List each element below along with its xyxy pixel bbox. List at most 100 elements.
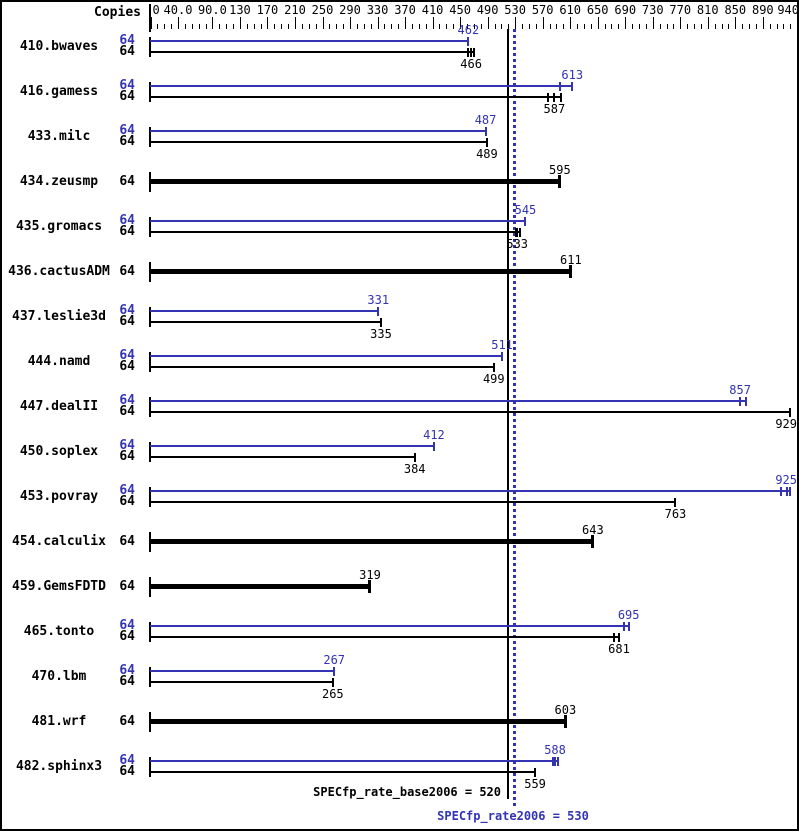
axis-major-tick — [405, 17, 406, 29]
value-label: 545 — [514, 203, 537, 217]
copies-value-base: 64 — [119, 89, 135, 104]
base-rate-summary-label: SPECfp_rate_base2006 = 520 — [313, 785, 501, 799]
value-label: 511 — [491, 338, 513, 352]
axis-major-tick — [708, 17, 709, 29]
axis-major-tick — [151, 17, 152, 29]
axis-minor-tick — [611, 24, 612, 29]
axis-minor-tick — [398, 24, 399, 29]
copies-value-base: 64 — [119, 314, 135, 329]
axis-tick-label: 650 — [586, 3, 609, 17]
bar-base-run-mark — [472, 47, 475, 57]
copies-value-base: 64 — [119, 224, 135, 239]
bench-label: 410.bwaves — [19, 38, 99, 54]
axis-minor-tick — [391, 24, 392, 29]
axis-minor-tick — [728, 24, 729, 29]
bar-peak-end-cap — [571, 81, 574, 91]
copies-value-base: 64 — [119, 764, 135, 779]
bar-start-cap — [149, 351, 151, 372]
copies-value-peak: 64 — [119, 483, 135, 498]
bar-base — [150, 411, 790, 413]
bar-base-end-cap — [516, 227, 519, 237]
copies-value-base: 64 — [119, 404, 135, 419]
copies-value-peak: 64 — [119, 303, 135, 318]
bar-peak-run-mark — [780, 486, 783, 496]
value-label: 603 — [554, 702, 577, 717]
bar-base — [150, 771, 536, 773]
axis-minor-tick — [715, 24, 716, 29]
axis-tick-label: 410 — [421, 3, 444, 17]
axis-tick-label: 90.0 — [197, 3, 227, 17]
value-label: 412 — [423, 428, 445, 442]
axis-major-tick — [323, 17, 324, 29]
value-label: 384 — [403, 462, 426, 476]
bar-start-cap — [149, 756, 151, 777]
axis-major-tick — [488, 17, 489, 29]
bar-base-run-mark — [514, 227, 517, 237]
value-label: 499 — [482, 372, 505, 386]
bar-base-run-mark — [560, 92, 563, 102]
axis-minor-tick — [309, 24, 310, 29]
axis-minor-tick — [192, 24, 193, 29]
copies-value-base: 64 — [119, 674, 135, 689]
copies-value: 64 — [119, 533, 135, 549]
value-label: 489 — [476, 147, 498, 161]
axis-minor-tick — [770, 24, 771, 29]
bench-label: 453.povray — [19, 488, 99, 504]
bar-peak — [150, 490, 791, 492]
value-label: 588 — [544, 743, 566, 757]
axis-minor-tick — [419, 24, 420, 29]
bar-peak-end-cap — [377, 306, 380, 316]
axis-major-tick — [797, 17, 798, 29]
axis-major-tick — [625, 17, 626, 29]
axis-minor-tick — [474, 24, 475, 29]
axis-minor-tick — [288, 24, 289, 29]
bar-peak-end-cap — [501, 351, 504, 361]
axis-minor-tick — [605, 24, 606, 29]
bar-peak-end-cap — [739, 396, 742, 406]
axis-minor-tick — [673, 24, 674, 29]
bar-peak — [150, 310, 379, 312]
bench-label: 434.zeusmp — [19, 173, 99, 189]
bar-start-cap — [149, 216, 151, 237]
axis-minor-tick — [556, 24, 557, 29]
bar-base-run-mark — [518, 227, 521, 237]
axis-minor-tick — [522, 24, 523, 29]
bench-label: 459.GemsFDTD — [12, 578, 106, 594]
bar-peak-run-mark — [551, 756, 554, 766]
axis-minor-tick — [412, 24, 413, 29]
bench-label: 435.gromacs — [15, 218, 103, 234]
bench-label: 416.gamess — [19, 83, 99, 99]
axis-minor-tick — [687, 24, 688, 29]
bar-base — [150, 636, 620, 638]
axis-minor-tick — [357, 24, 358, 29]
axis-tick-label: 850 — [724, 3, 747, 17]
bar-base — [150, 179, 560, 184]
bar-start-cap — [149, 396, 151, 417]
axis-tick-label: 890 — [751, 3, 774, 17]
bar-base-end-cap — [569, 265, 573, 278]
axis-minor-tick — [577, 24, 578, 29]
axis-major-tick — [653, 17, 654, 29]
axis-minor-tick — [591, 24, 592, 29]
bar-peak-run-mark — [745, 396, 748, 406]
bar-peak-end-cap — [554, 756, 557, 766]
axis-major-tick — [763, 17, 764, 29]
value-label: 331 — [367, 293, 390, 307]
bar-peak-end-cap — [524, 216, 527, 226]
bar-base-end-cap — [331, 677, 334, 687]
axis-major-tick — [433, 17, 434, 29]
axis-minor-tick — [219, 24, 220, 29]
axis-minor-tick — [660, 24, 661, 29]
bar-peak — [150, 760, 558, 762]
axis-minor-tick — [632, 24, 633, 29]
axis-major-tick — [178, 17, 179, 29]
bar-base-end-cap — [413, 452, 416, 462]
bar-base — [150, 539, 593, 544]
bar-base — [150, 231, 520, 233]
bar-peak — [150, 130, 486, 132]
axis-minor-tick — [481, 24, 482, 29]
value-label: 559 — [524, 777, 546, 791]
bar-peak-end-cap — [467, 36, 470, 46]
copies-value: 64 — [119, 263, 135, 279]
